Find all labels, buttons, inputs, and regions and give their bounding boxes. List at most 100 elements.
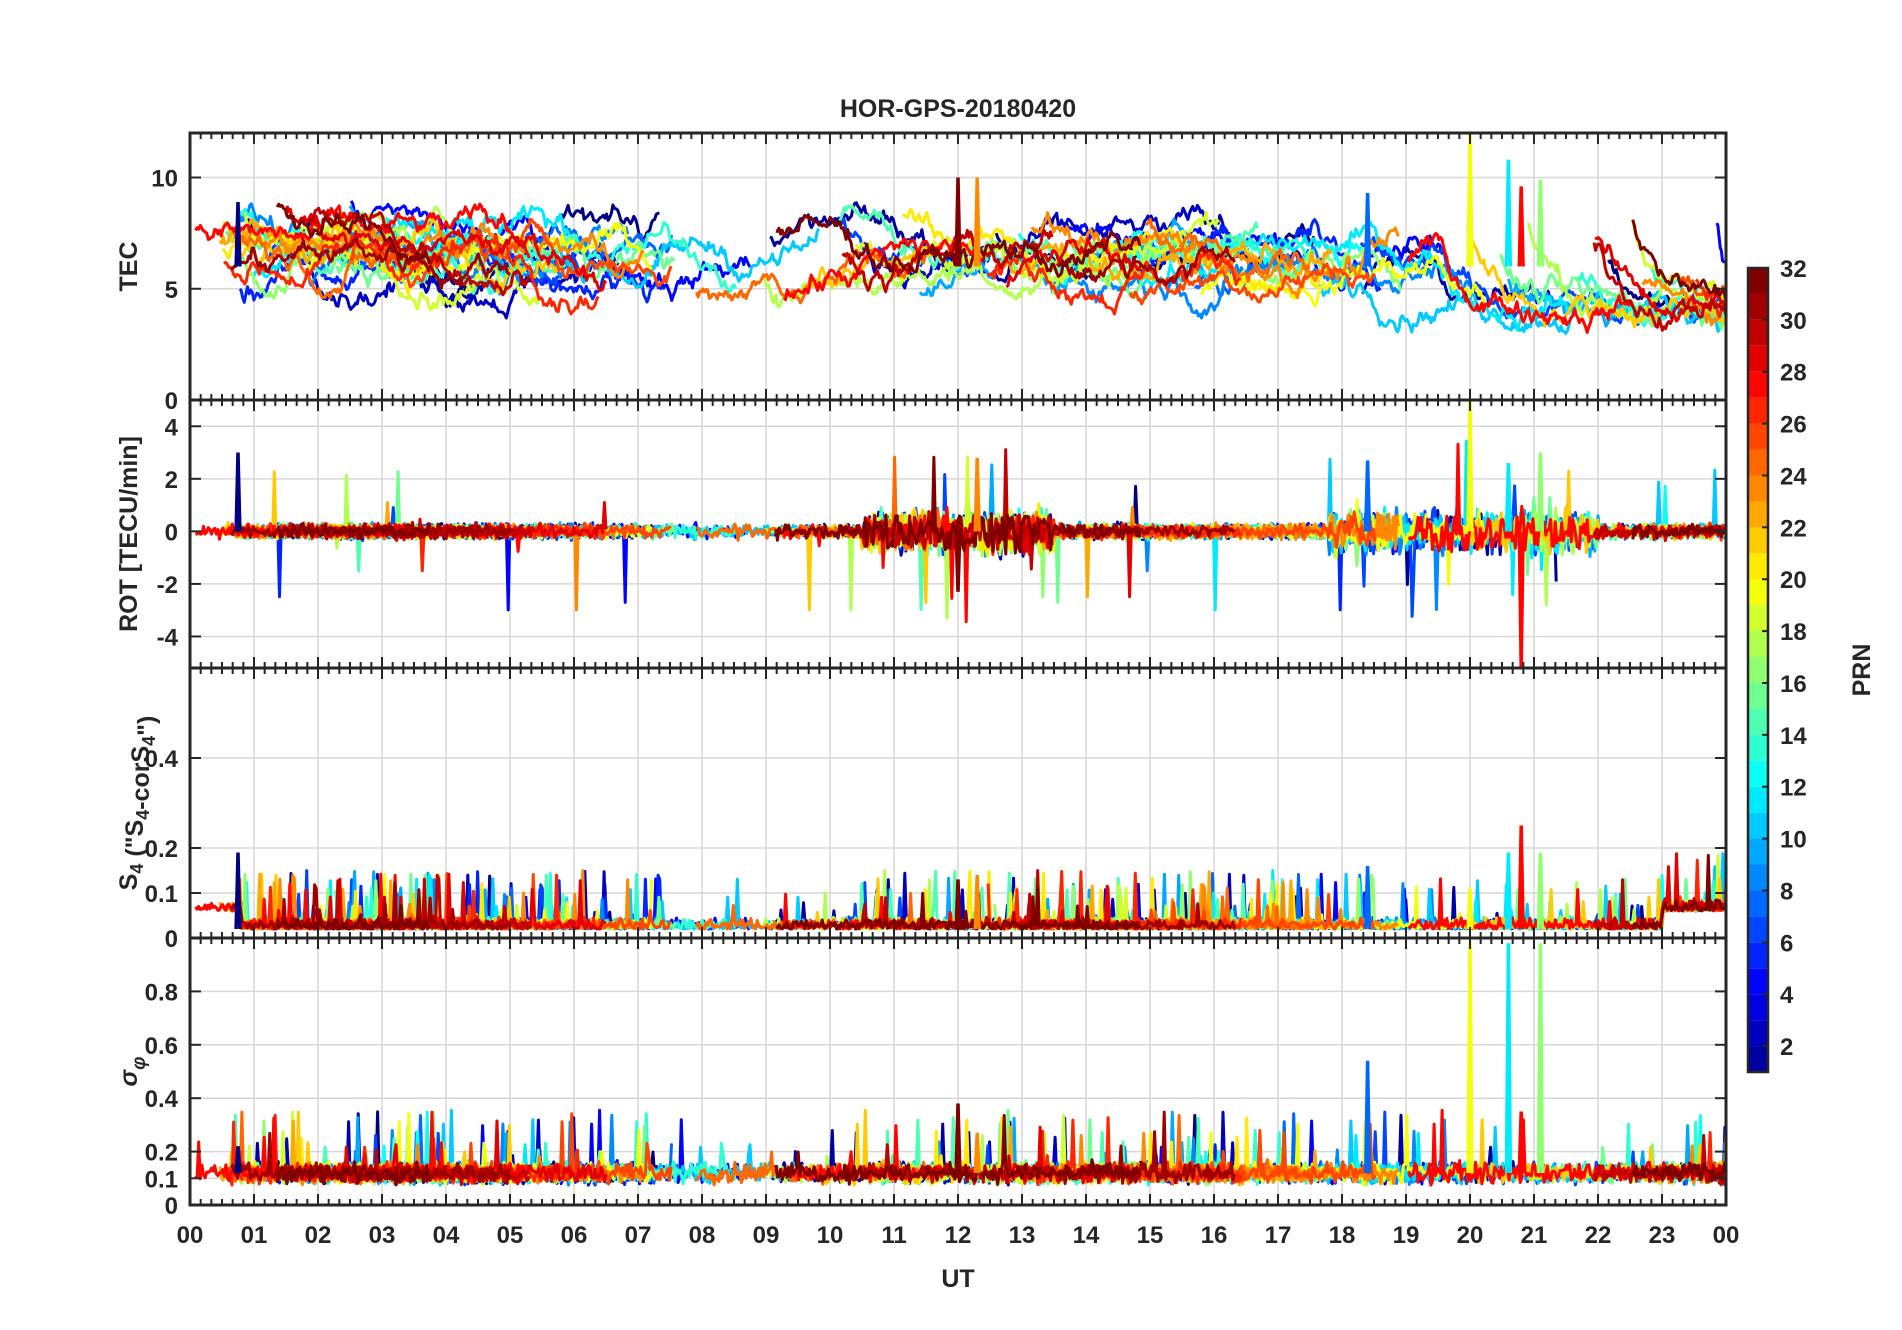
series-line-prn-28 <box>782 236 978 302</box>
y-tick-label: 5 <box>165 277 178 304</box>
colorbar-tick-label: 26 <box>1780 412 1807 439</box>
panel-tec: 0 5 10 TEC <box>115 131 1728 415</box>
x-tick-label: 09 <box>753 1222 780 1249</box>
series-line-prn-27 <box>1694 278 1726 319</box>
series-spike-prn-28 <box>1517 531 1525 668</box>
series-line-prn-28 <box>1407 1108 1632 1187</box>
series-spike-prn-32 <box>954 531 962 592</box>
x-tick-label: 02 <box>305 1222 332 1249</box>
colorbar-segment <box>1748 631 1768 658</box>
y-tick-label: 0.1 <box>145 881 178 908</box>
x-tick-label: 10 <box>817 1222 844 1249</box>
x-tick-label: 05 <box>497 1222 524 1249</box>
y-tick-label: 0.2 <box>145 836 178 863</box>
series-spike-prn-20 <box>1466 133 1474 267</box>
series-line-prn-28 <box>1407 442 1632 554</box>
y-tick-label: 0.4 <box>145 746 179 773</box>
colorbar-tick-label: 32 <box>1780 256 1807 283</box>
colorbar-segment <box>1748 293 1768 320</box>
series-spike-prn-8 <box>1363 865 1372 930</box>
chart-title: HOR-GPS-20180420 <box>840 95 1076 123</box>
series-spike-prn-24 <box>973 874 981 930</box>
series-spike-prn-20 <box>1466 888 1474 930</box>
colorbar-segment <box>1748 682 1768 709</box>
series-line-prn-28 <box>1407 232 1632 334</box>
y-tick-label: 0.6 <box>145 1033 178 1060</box>
series-spike-prn-32 <box>954 879 962 930</box>
series-s4 <box>194 825 1726 931</box>
series-line-prn-25 <box>232 230 416 300</box>
colorbar-segment <box>1748 527 1768 554</box>
series-line-prn-32 <box>774 1114 1142 1186</box>
colorbar-tick-label: 4 <box>1780 982 1794 1009</box>
series-spike-prn-28 <box>1517 825 1525 930</box>
series-line-prn-31 <box>229 1131 511 1186</box>
x-tick-label: 13 <box>1009 1222 1036 1249</box>
colorbar-segment <box>1748 319 1768 346</box>
x-tick-label: 18 <box>1329 1222 1356 1249</box>
series-line-prn-31 <box>1055 245 1236 287</box>
x-tick-label: 15 <box>1137 1222 1164 1249</box>
series-spike-prn-24 <box>973 457 981 532</box>
series-line-prn-32 <box>1631 522 1726 540</box>
series-line-prn-32 <box>1631 219 1726 300</box>
colorbar-segment <box>1748 864 1768 891</box>
series-line-prn-32 <box>774 455 1142 556</box>
series-spike-prn-17 <box>1536 452 1545 532</box>
colorbar-tick-label: 14 <box>1780 723 1807 750</box>
series-spike-prn-12 <box>1504 852 1513 930</box>
series-line-prn-29 <box>1005 1125 1143 1185</box>
y-axis-label-rot: ROT [TECU/min] <box>115 436 143 632</box>
colorbar-tick-label: 30 <box>1780 308 1807 335</box>
series-line-prn-24 <box>1641 278 1726 327</box>
series-spike-prn-17 <box>1536 943 1545 1174</box>
series-line-prn-32 <box>275 202 432 265</box>
colorbar-segment <box>1748 657 1768 683</box>
y-tick-label: 4 <box>165 414 179 441</box>
x-tick-label: 07 <box>625 1222 652 1249</box>
series-spike-prn-12 <box>1504 159 1513 267</box>
series-spike-prn-20 <box>1466 400 1474 532</box>
colorbar-segment <box>1748 968 1768 995</box>
colorbar-segment <box>1748 890 1768 917</box>
y-tick-label: 0.1 <box>145 1166 178 1193</box>
panel-sigma: 00.10.2 0.4 0.6 0.8 σφ <box>115 936 1728 1220</box>
series-line-prn-30 <box>1592 1134 1726 1185</box>
colorbar-segment <box>1748 268 1768 294</box>
series-line-prn-29 <box>285 205 608 293</box>
series-rot <box>194 400 1726 668</box>
series-spike-prn-17 <box>1536 852 1545 930</box>
colorbar-segment <box>1748 1046 1768 1072</box>
colorbar-segment <box>1748 345 1768 372</box>
x-tick-label: 16 <box>1201 1222 1228 1249</box>
series-line-prn-27 <box>223 229 600 316</box>
colorbar-tick-label: 12 <box>1780 775 1807 802</box>
colorbar-segment <box>1748 760 1768 787</box>
series-line-prn-31 <box>230 238 511 290</box>
series-spike-prn-1 <box>234 452 242 532</box>
x-tick-label: 22 <box>1585 1222 1612 1249</box>
x-axis-label: UT <box>941 1265 974 1293</box>
x-tick-label: 19 <box>1393 1222 1420 1249</box>
x-tick-label: 11 <box>881 1222 906 1249</box>
y-tick-label: 0 <box>165 388 178 415</box>
colorbar-tick-label: 28 <box>1780 360 1807 387</box>
series-line-prn-32 <box>275 522 432 541</box>
y-tick-label: -4 <box>157 624 179 651</box>
colorbar-segment <box>1748 812 1768 839</box>
colorbar-segment <box>1748 838 1768 865</box>
y-axis-label-tec: TEC <box>115 242 143 292</box>
series-spike-prn-32 <box>954 177 962 267</box>
colorbar-frame <box>1746 266 1770 1074</box>
x-tick-label: 17 <box>1265 1222 1292 1249</box>
colorbar-segment <box>1748 371 1768 398</box>
series-line-prn-29 <box>1593 1160 1726 1187</box>
series-spike-prn-20 <box>1466 943 1474 1174</box>
y-tick-label: 0 <box>165 519 178 546</box>
series-line-prn-30 <box>1592 242 1726 332</box>
colorbar-segment <box>1748 475 1768 502</box>
series-spike-prn-28 <box>1517 1111 1525 1174</box>
colorbar-segment <box>1748 942 1768 969</box>
